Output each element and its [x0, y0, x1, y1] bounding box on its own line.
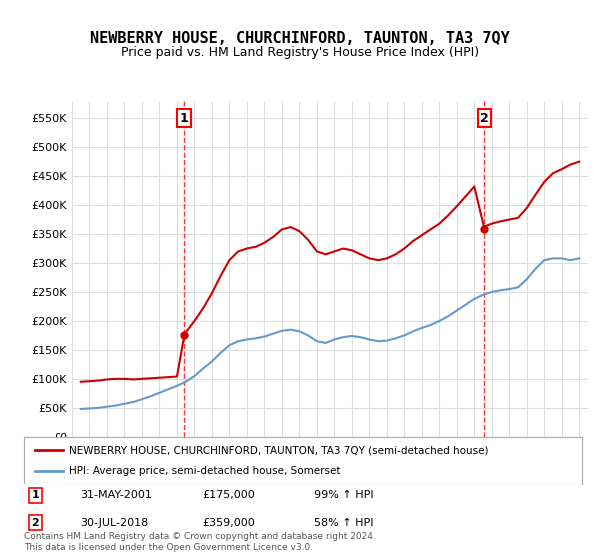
Text: NEWBERRY HOUSE, CHURCHINFORD, TAUNTON, TA3 7QY (semi-detached house): NEWBERRY HOUSE, CHURCHINFORD, TAUNTON, T… — [68, 445, 488, 455]
Text: NEWBERRY HOUSE, CHURCHINFORD, TAUNTON, TA3 7QY: NEWBERRY HOUSE, CHURCHINFORD, TAUNTON, T… — [90, 31, 510, 46]
Text: 58% ↑ HPI: 58% ↑ HPI — [314, 517, 374, 528]
Text: 1: 1 — [180, 111, 188, 125]
Text: 1: 1 — [31, 491, 39, 501]
Text: 30-JUL-2018: 30-JUL-2018 — [80, 517, 148, 528]
Text: Contains HM Land Registry data © Crown copyright and database right 2024.
This d: Contains HM Land Registry data © Crown c… — [24, 532, 376, 552]
Text: £175,000: £175,000 — [203, 491, 256, 501]
Text: Price paid vs. HM Land Registry's House Price Index (HPI): Price paid vs. HM Land Registry's House … — [121, 46, 479, 59]
Text: 31-MAY-2001: 31-MAY-2001 — [80, 491, 152, 501]
Text: 2: 2 — [31, 517, 39, 528]
Text: £359,000: £359,000 — [203, 517, 256, 528]
Text: 2: 2 — [480, 111, 489, 125]
Text: HPI: Average price, semi-detached house, Somerset: HPI: Average price, semi-detached house,… — [68, 466, 340, 476]
Text: 99% ↑ HPI: 99% ↑ HPI — [314, 491, 374, 501]
